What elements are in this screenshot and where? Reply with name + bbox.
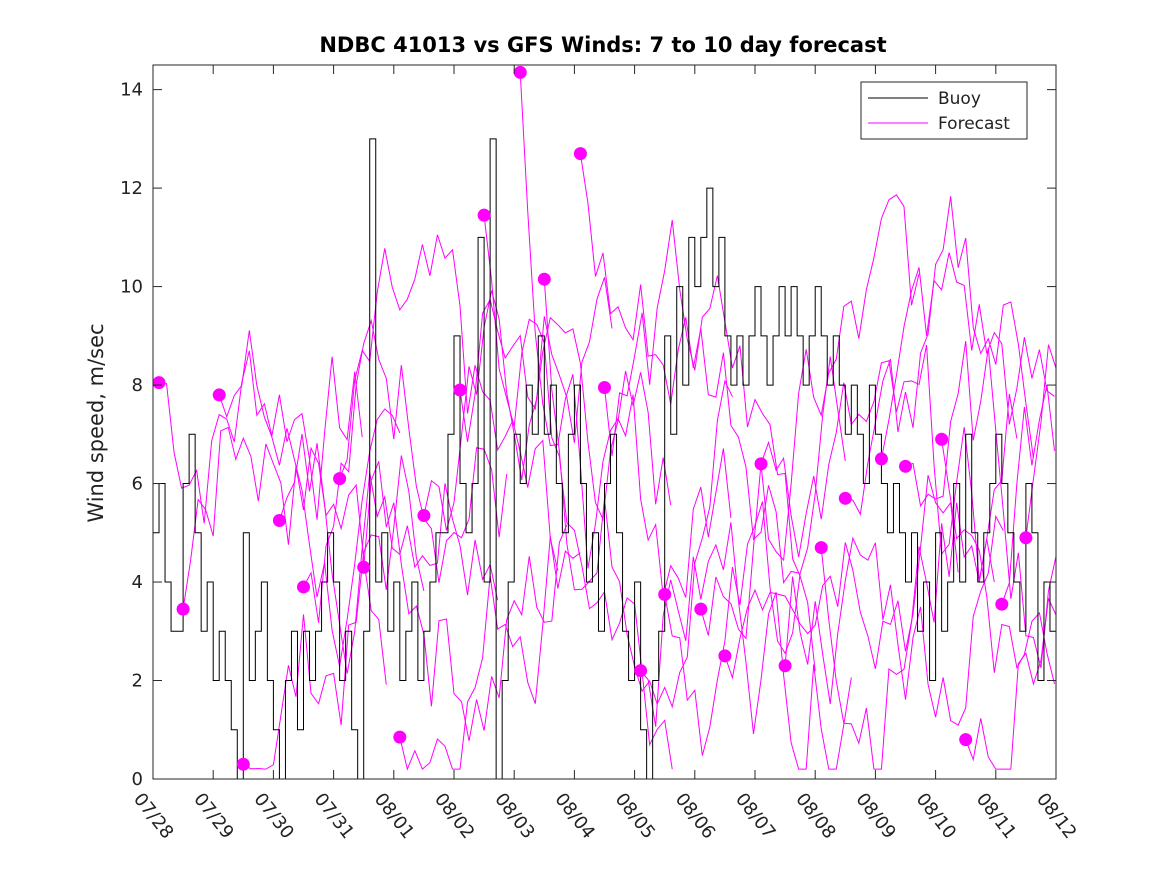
y-tick-label: 4 [132, 572, 143, 593]
forecast-marker [357, 560, 371, 574]
y-axis: 0 2 4 6 8 10 12 14 [120, 80, 1056, 790]
y-tick-label: 10 [120, 277, 143, 298]
forecast-line [845, 196, 1034, 516]
forecast-marker [212, 388, 226, 402]
forecast-marker [152, 376, 166, 390]
forecast-line [579, 153, 799, 584]
y-tick-label: 6 [132, 474, 143, 495]
forecast-marker [333, 472, 347, 486]
forecast-line [519, 72, 732, 598]
forecast-marker [838, 491, 852, 505]
forecast-line [820, 393, 1018, 770]
legend-label-forecast: Forecast [938, 114, 1010, 134]
forecast-line [905, 340, 1057, 669]
forecast-marker [814, 541, 828, 555]
forecast-marker [899, 459, 912, 473]
forecast-line [700, 194, 920, 640]
chart-title: NDBC 41013 vs GFS Winds: 7 to 10 day for… [319, 33, 886, 57]
forecast-marker [1019, 531, 1033, 545]
forecast-line [965, 596, 1057, 770]
legend: Buoy Forecast [860, 81, 1028, 140]
forecast-line [182, 426, 387, 685]
forecast-marker [393, 730, 407, 744]
buoy-series [153, 138, 1057, 780]
forecast-line [423, 277, 613, 531]
forecast-marker [718, 649, 732, 663]
y-tick-label: 2 [132, 671, 143, 692]
forecast-line [784, 514, 1004, 726]
forecast-marker [995, 597, 1009, 611]
y-tick-label: 8 [132, 375, 143, 396]
forecast-marker [935, 432, 949, 446]
plot-frame [152, 64, 1057, 780]
legend-label-buoy: Buoy [938, 89, 981, 109]
forecast-marker [417, 509, 431, 523]
y-tick-label: 14 [120, 80, 143, 101]
forecast-line [880, 252, 1055, 460]
forecast-marker [477, 208, 491, 222]
buoy-line [153, 138, 1057, 780]
forecast-marker [297, 580, 310, 594]
forecast-marker [959, 733, 973, 747]
forecast-marker [658, 587, 672, 601]
forecast-marker [573, 147, 587, 161]
forecast-marker [778, 659, 792, 673]
forecast-line [640, 522, 852, 770]
y-axis-label: Wind speed, m/sec [84, 323, 108, 522]
forecast-series [158, 72, 1057, 771]
forecast-line [1025, 344, 1057, 538]
forecast-line [1001, 385, 1055, 605]
y-tick-label: 12 [120, 178, 143, 199]
forecast-marker [754, 457, 768, 471]
y-tick-label: 0 [132, 769, 143, 790]
forecast-line [158, 350, 363, 524]
forecast-marker [513, 65, 527, 79]
forecast-marker [634, 664, 648, 678]
forecast-line [243, 455, 425, 770]
forecast-line [604, 219, 816, 672]
forecast-line [760, 344, 995, 583]
forecast-markers [152, 65, 1033, 771]
forecast-marker [598, 381, 611, 395]
forecast-line [941, 439, 1055, 685]
forecast-marker [874, 452, 888, 466]
forecast-marker [453, 383, 467, 397]
forecast-line [278, 433, 499, 674]
forecast-marker [176, 602, 190, 616]
forecast-line [543, 279, 733, 709]
legend-box [860, 81, 1028, 140]
forecast-line [724, 475, 959, 680]
forecast-marker [272, 513, 286, 527]
forecast-marker [694, 602, 708, 616]
forecast-marker [236, 757, 250, 771]
forecast-marker [537, 272, 551, 286]
